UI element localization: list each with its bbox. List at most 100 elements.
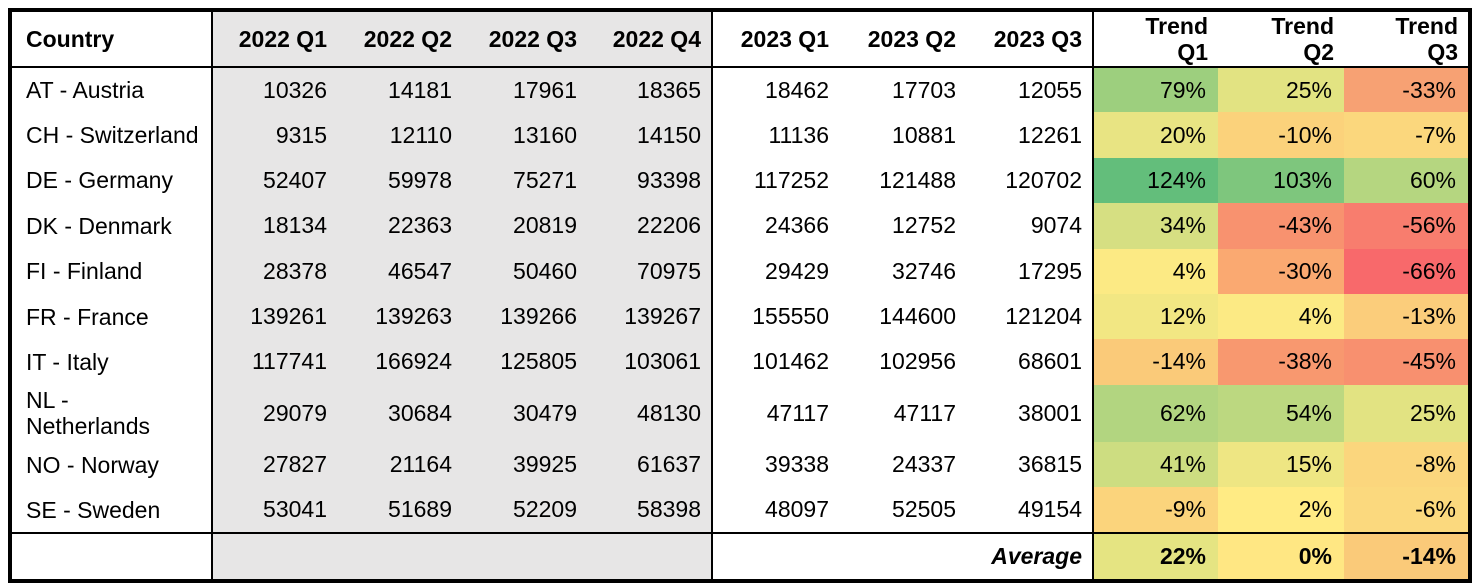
trend-cell: 25% <box>1218 67 1344 113</box>
value-cell-2022: 13160 <box>462 112 587 158</box>
trend-cell: 60% <box>1344 157 1470 204</box>
value-cell-2022: 59978 <box>337 157 462 204</box>
trend-cell: 25% <box>1344 384 1470 443</box>
value-cell-2023: 10881 <box>892 121 956 148</box>
trend-cell: -10% <box>1218 112 1344 158</box>
value-cell-2022: 52209 <box>462 487 587 533</box>
trend-cell: -7% <box>1344 112 1470 158</box>
value-cell-2022: 51689 <box>337 487 462 533</box>
country-cell: FI - Finland <box>10 248 213 294</box>
average-row-empty-cell <box>587 532 713 581</box>
value-cell-2023: 47117 <box>766 399 829 426</box>
col-header-country: Country <box>10 10 213 68</box>
col-header-trend-q3: Trend Q3 <box>1344 10 1470 68</box>
trend-cell: -8% <box>1344 442 1470 488</box>
average-row: Average 22% 0% -14% <box>10 532 1470 581</box>
value-cell-2022: 166924 <box>337 339 462 385</box>
value-cell-2022: 53041 <box>212 487 337 533</box>
value-cell-2023: 12261 <box>966 112 1094 158</box>
trend-cell: -33% <box>1344 67 1470 113</box>
col-header-2023-q2: 2023 Q2 <box>839 10 966 68</box>
trend-cell: 4% <box>1218 293 1344 340</box>
col-header-2022-q1: 2022 Q1 <box>212 10 337 68</box>
value-cell-2022: 18365 <box>587 67 713 113</box>
value-cell-2022: 12110 <box>337 112 462 158</box>
trend-cell: -14% <box>1092 339 1218 385</box>
value-cell-2022: 22363 <box>337 203 462 249</box>
value-cell-2023: 48097 <box>765 496 829 523</box>
trend-cell: 15% <box>1218 442 1344 488</box>
value-cell-2023: 36815 <box>966 442 1094 488</box>
value-cell-2023: 120702 <box>966 157 1094 204</box>
value-cell-2022: 58398 <box>587 487 713 533</box>
trend-cell: -9% <box>1092 487 1218 533</box>
trend-cell: -45% <box>1344 339 1470 385</box>
value-cell-2023: 24366 <box>765 212 829 239</box>
col-header-2022-q3: 2022 Q3 <box>462 10 587 68</box>
value-cell-2023: 38001 <box>966 384 1094 443</box>
trend-cell: 62% <box>1092 384 1218 443</box>
table-row: CH - Switzerland 9315 12110 13160 14150 11136… <box>10 112 1470 158</box>
col-header-2022-q4: 2022 Q4 <box>587 10 713 68</box>
country-cell: FR - France <box>10 293 213 340</box>
average-row-empty-cell <box>212 532 337 581</box>
value-cell-2022: 14181 <box>337 67 462 113</box>
average-trend-q1-cell: 22% <box>1092 532 1218 581</box>
value-cell-2022: 46547 <box>337 248 462 294</box>
value-cell-2023: 11136 <box>768 121 829 148</box>
country-quarterly-trend-table: Country 2022 Q1 2022 Q2 2022 Q3 2022 Q4 … <box>8 8 1472 583</box>
country-cell: SE - Sweden <box>10 487 213 533</box>
value-cell-2023: 47117 <box>893 399 956 426</box>
value-cell-2022: 139266 <box>462 293 587 340</box>
value-cell-2023: 155550 <box>752 303 829 330</box>
value-cell-2022: 17961 <box>462 67 587 113</box>
value-cell-2022: 14150 <box>587 112 713 158</box>
value-cell-2022: 21164 <box>337 442 462 488</box>
value-cell-2022: 27827 <box>212 442 337 488</box>
trend-cell: -13% <box>1344 293 1470 340</box>
col-header-2023-q3: 2023 Q3 <box>966 10 1094 68</box>
table-row: FI - Finland 28378 46547 50460 70975 29429 327… <box>10 248 1470 294</box>
value-cell-2022: 93398 <box>587 157 713 204</box>
table-row: SE - Sweden 53041 51689 52209 58398 48097 5250… <box>10 487 1470 533</box>
value-cell-2022: 30684 <box>337 384 462 443</box>
trend-cell: 12% <box>1092 293 1218 340</box>
value-cell-2023: 24337 <box>892 451 956 478</box>
table-row: FR - France 139261 139263 139266 139267 15555… <box>10 293 1470 340</box>
average-label: Average <box>966 532 1094 581</box>
value-cell-2023: 18462 <box>765 76 829 103</box>
country-cell: DK - Denmark <box>10 203 213 249</box>
trend-cell: -66% <box>1344 248 1470 294</box>
value-cell-2023: 29429 <box>765 257 829 284</box>
value-cell-2022: 48130 <box>587 384 713 443</box>
value-cell-2023: 121204 <box>966 293 1094 340</box>
value-cell-2023: 39338 <box>765 451 829 478</box>
table-row: NO - Norway 27827 21164 39925 61637 39338 2433… <box>10 442 1470 488</box>
value-cell-2023: 12055 <box>966 67 1094 113</box>
value-cell-2023: 12752 <box>892 212 956 239</box>
value-cell-2023: 117252 <box>753 166 829 193</box>
value-cell-2023: 68601 <box>966 339 1094 385</box>
value-cell-2022: 39925 <box>462 442 587 488</box>
trend-cell: -38% <box>1218 339 1344 385</box>
value-cell-2023: 121488 <box>879 166 956 193</box>
country-cell: CH - Switzerland <box>10 112 213 158</box>
value-cell-2022: 9315 <box>212 112 337 158</box>
header-row: Country 2022 Q1 2022 Q2 2022 Q3 2022 Q4 … <box>10 10 1470 68</box>
value-cell-2022: 30479 <box>462 384 587 443</box>
trend-cell: 41% <box>1092 442 1218 488</box>
value-cell-2023: 49154 <box>966 487 1094 533</box>
value-cell-2022: 50460 <box>462 248 587 294</box>
table-body: AT - Austria 10326 14181 17961 18365 18462 177… <box>10 67 1470 533</box>
value-cell-2022: 28378 <box>212 248 337 294</box>
value-cell-2023: 101462 <box>752 348 829 375</box>
trend-cell: -43% <box>1218 203 1344 249</box>
value-cell-2023: 32746 <box>892 257 956 284</box>
value-cell-2022: 139263 <box>337 293 462 340</box>
trend-cell: 34% <box>1092 203 1218 249</box>
col-header-2023-q1: 2023 Q1 <box>712 10 839 68</box>
value-cell-2023: 17295 <box>966 248 1094 294</box>
table-row: NL - Netherlands 29079 30684 30479 48130 4711… <box>10 384 1470 443</box>
value-cell-2023: 102956 <box>879 348 956 375</box>
